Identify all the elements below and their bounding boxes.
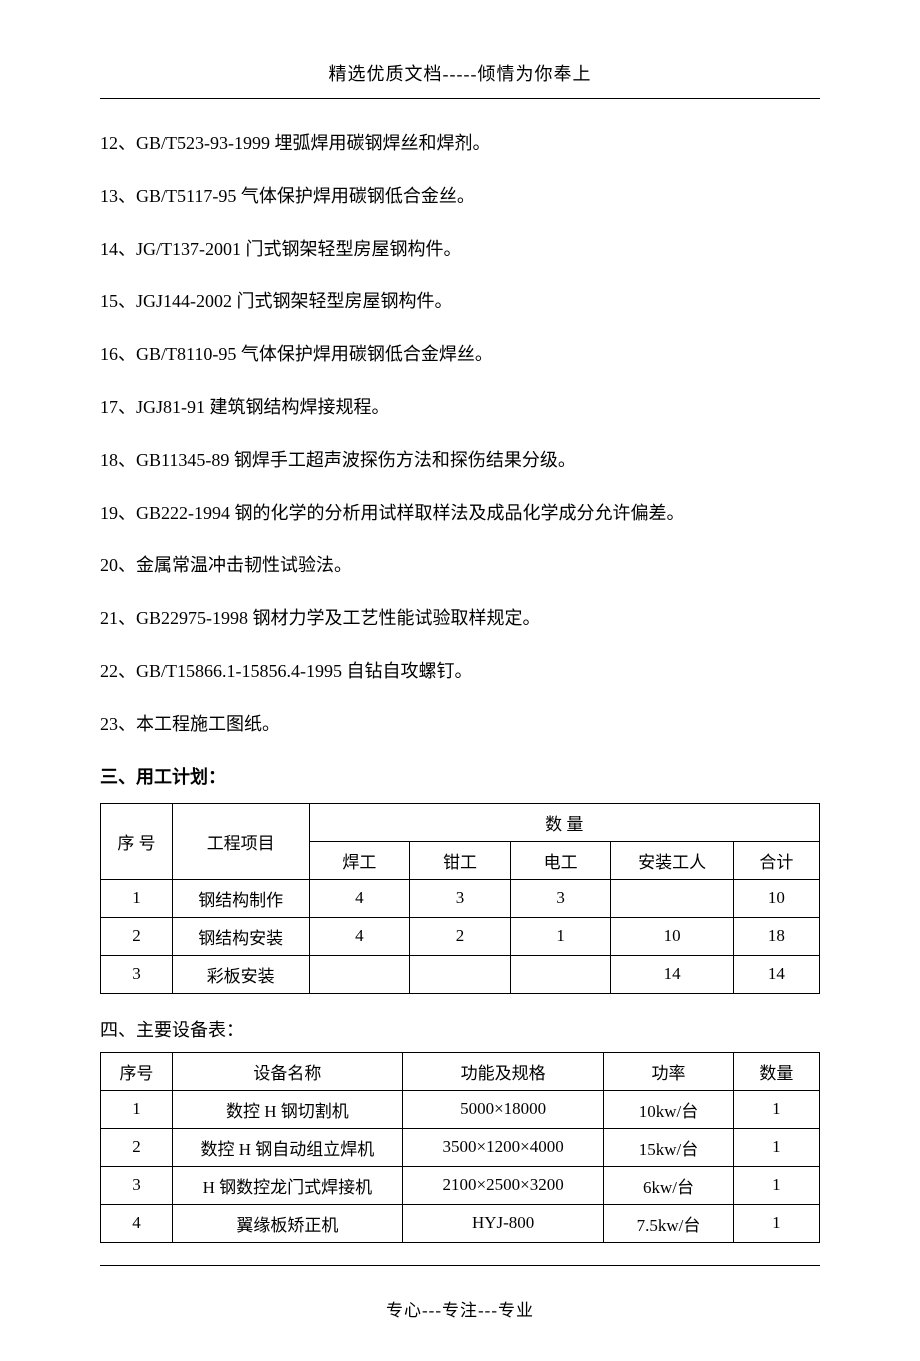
cell-fitter: 3: [410, 879, 511, 917]
page-header-title: 精选优质文档-----倾情为你奉上: [100, 60, 820, 86]
paragraph-16: 16、GB/T8110-95 气体保护焊用碳钢低合金焊丝。: [100, 340, 820, 369]
paragraph-15: 15、JGJ144-2002 门式钢架轻型房屋钢构件。: [100, 287, 820, 316]
cell-power: 15kw/台: [604, 1128, 733, 1166]
paragraph-23: 23、本工程施工图纸。: [100, 710, 820, 739]
table-row: 1 钢结构制作 4 3 3 10: [101, 879, 820, 917]
cell-installer: [611, 879, 733, 917]
th-electrician: 电工: [510, 841, 611, 879]
cell-qty: 1: [733, 1128, 819, 1166]
paragraph-21: 21、GB22975-1998 钢材力学及工艺性能试验取样规定。: [100, 604, 820, 633]
equipment-table: 序号 设备名称 功能及规格 功率 数量 1 数控 H 钢切割机 5000×180…: [100, 1052, 820, 1243]
table-row: 3 彩板安装 14 14: [101, 955, 820, 993]
cell-seq: 1: [101, 1090, 173, 1128]
paragraph-18: 18、GB11345-89 钢焊手工超声波探伤方法和探伤结果分级。: [100, 446, 820, 475]
cell-project: 彩板安装: [172, 955, 309, 993]
table-row: 3 H 钢数控龙门式焊接机 2100×2500×3200 6kw/台 1: [101, 1166, 820, 1204]
table-row: 2 钢结构安装 4 2 1 10 18: [101, 917, 820, 955]
table-row: 2 数控 H 钢自动组立焊机 3500×1200×4000 15kw/台 1: [101, 1128, 820, 1166]
cell-seq: 3: [101, 955, 173, 993]
cell-seq: 2: [101, 917, 173, 955]
cell-total: 10: [733, 879, 819, 917]
cell-welder: 4: [309, 917, 410, 955]
cell-project: 钢结构安装: [172, 917, 309, 955]
footer-divider: [100, 1265, 820, 1266]
cell-seq: 4: [101, 1204, 173, 1242]
th-seq: 序 号: [101, 803, 173, 879]
header-divider: [100, 98, 820, 99]
page-footer: 专心---专注---专业: [100, 1296, 820, 1321]
cell-qty: 1: [733, 1204, 819, 1242]
paragraph-22: 22、GB/T15866.1-15856.4-1995 自钻自攻螺钉。: [100, 657, 820, 686]
th-project: 工程项目: [172, 803, 309, 879]
table-row: 序 号 工程项目 数 量: [101, 803, 820, 841]
cell-total: 14: [733, 955, 819, 993]
table-row: 1 数控 H 钢切割机 5000×18000 10kw/台 1: [101, 1090, 820, 1128]
cell-power: 6kw/台: [604, 1166, 733, 1204]
cell-name: 数控 H 钢自动组立焊机: [172, 1128, 402, 1166]
cell-power: 7.5kw/台: [604, 1204, 733, 1242]
cell-qty: 1: [733, 1090, 819, 1128]
paragraph-12: 12、GB/T523-93-1999 埋弧焊用碳钢焊丝和焊剂。: [100, 129, 820, 158]
cell-name: 数控 H 钢切割机: [172, 1090, 402, 1128]
th-quantity: 数 量: [309, 803, 820, 841]
cell-electrician: 1: [510, 917, 611, 955]
cell-spec: 5000×18000: [402, 1090, 603, 1128]
cell-name: H 钢数控龙门式焊接机: [172, 1166, 402, 1204]
table-row: 序号 设备名称 功能及规格 功率 数量: [101, 1052, 820, 1090]
section3-title: 三、用工计划：: [100, 763, 820, 789]
cell-electrician: 3: [510, 879, 611, 917]
cell-welder: 4: [309, 879, 410, 917]
th-spec: 功能及规格: [402, 1052, 603, 1090]
paragraph-20: 20、金属常温冲击韧性试验法。: [100, 551, 820, 580]
cell-electrician: [510, 955, 611, 993]
th-installer: 安装工人: [611, 841, 733, 879]
cell-fitter: [410, 955, 511, 993]
th-welder: 焊工: [309, 841, 410, 879]
table-row: 4 翼缘板矫正机 HYJ-800 7.5kw/台 1: [101, 1204, 820, 1242]
cell-installer: 14: [611, 955, 733, 993]
cell-seq: 1: [101, 879, 173, 917]
cell-qty: 1: [733, 1166, 819, 1204]
section4-title: 四、主要设备表：: [100, 1016, 820, 1042]
cell-total: 18: [733, 917, 819, 955]
th-seq: 序号: [101, 1052, 173, 1090]
th-qty: 数量: [733, 1052, 819, 1090]
cell-spec: 2100×2500×3200: [402, 1166, 603, 1204]
cell-spec: HYJ-800: [402, 1204, 603, 1242]
cell-seq: 3: [101, 1166, 173, 1204]
cell-fitter: 2: [410, 917, 511, 955]
labor-plan-table: 序 号 工程项目 数 量 焊工 钳工 电工 安装工人 合计 1 钢结构制作 4 …: [100, 803, 820, 994]
cell-project: 钢结构制作: [172, 879, 309, 917]
paragraph-17: 17、JGJ81-91 建筑钢结构焊接规程。: [100, 393, 820, 422]
th-fitter: 钳工: [410, 841, 511, 879]
th-total: 合计: [733, 841, 819, 879]
cell-name: 翼缘板矫正机: [172, 1204, 402, 1242]
cell-welder: [309, 955, 410, 993]
cell-spec: 3500×1200×4000: [402, 1128, 603, 1166]
paragraph-19: 19、GB222-1994 钢的化学的分析用试样取样法及成品化学成分允许偏差。: [100, 499, 820, 528]
cell-seq: 2: [101, 1128, 173, 1166]
paragraph-13: 13、GB/T5117-95 气体保护焊用碳钢低合金丝。: [100, 182, 820, 211]
paragraph-14: 14、JG/T137-2001 门式钢架轻型房屋钢构件。: [100, 235, 820, 264]
th-power: 功率: [604, 1052, 733, 1090]
cell-power: 10kw/台: [604, 1090, 733, 1128]
th-name: 设备名称: [172, 1052, 402, 1090]
cell-installer: 10: [611, 917, 733, 955]
